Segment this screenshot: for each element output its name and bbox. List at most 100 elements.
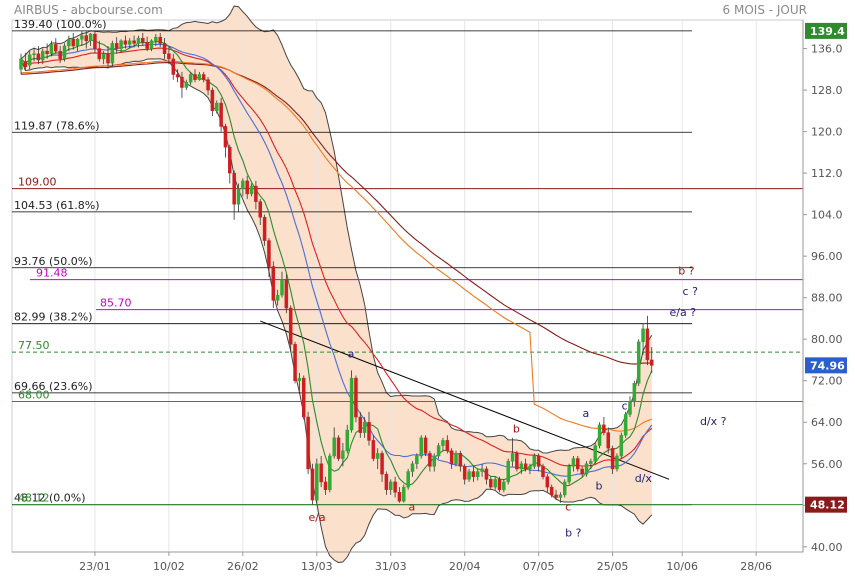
y-tick-label: 56.00 [811,458,843,471]
candle-body [493,479,497,488]
candle-body [132,40,136,44]
candle-body [71,38,75,47]
mm200-line [20,62,652,365]
price-level-label: 48.12 [18,492,50,505]
price-tag [805,496,847,513]
y-tick-label: 112.0 [811,167,843,180]
candle-body [619,434,624,457]
price-tag-label: 74.96 [810,359,845,372]
candle-body [541,466,545,477]
candle-body [523,463,528,470]
chart-title: AIRBUS - abcbourse.com [14,3,163,17]
candle-body [206,79,210,91]
candle-body [423,437,428,454]
candle-body [323,481,328,490]
fibonacci-label: 82.99 (38.2%) [14,311,93,324]
candle-body [615,455,619,470]
candle-body [345,429,349,452]
candle-body [484,468,489,480]
y-tick-label: 72.00 [811,375,843,388]
mm7-line [20,39,653,487]
candle-body [245,180,249,195]
candle-body [380,453,384,475]
x-tick-label: 28/06 [740,560,772,573]
candle-body [628,401,632,415]
candle-body [175,74,180,78]
y-tick-label: 40.00 [811,541,843,554]
x-tick-label: 25/05 [597,560,629,573]
candle-body [636,341,641,384]
candle-body [288,307,293,345]
price-tag-label: 48.12 [810,499,845,512]
fibonacci-label: 104.53 (61.8%) [14,199,100,212]
candle-body [563,481,567,496]
candle-body [610,447,615,470]
candle-body [549,486,554,496]
candle-body [249,185,254,195]
candle-body [258,201,262,218]
candle-body [58,50,62,60]
candle-body [167,53,171,60]
candle-body [232,172,236,205]
x-tick-label: 31/03 [375,560,407,573]
candle-body [445,440,450,452]
bollinger-upper-line [20,5,653,454]
candle-body [149,40,154,49]
candle-body [641,328,645,343]
wave-label: b ? [678,264,694,277]
candle-body [441,440,445,446]
candle-body [332,437,336,457]
candle-body [519,463,523,470]
candle-body [506,460,510,483]
price-level-label: 109.00 [18,176,57,189]
wave-label: a [409,500,416,513]
candle-body [375,453,380,459]
candle-body [354,377,358,418]
candle-body [106,53,110,64]
wave-label: d/x [635,472,653,485]
candle-body [297,377,302,381]
candle-body [284,279,289,309]
candle-body [571,458,576,467]
candle-body [136,37,141,44]
y-tick-label: 104.0 [811,209,843,222]
candle-body [241,180,245,189]
candle-body [49,44,54,54]
candle-body [623,414,628,436]
candle-body [489,479,493,488]
price-tag-label: 139.4 [810,25,845,38]
candle-body [162,43,167,54]
wave-label: c ? [683,285,699,298]
candle-body [119,40,123,49]
candle-body [228,146,232,174]
candle-body [97,48,102,60]
price-level-label: 91.48 [36,267,68,280]
chart-period: 6 MOIS - JOUR [722,3,807,17]
fibonacci-label: 139.40 (100.0%) [14,18,107,31]
candle-body [32,53,36,56]
x-tick-label: 10/02 [153,560,185,573]
candle-body [532,455,537,467]
candle-body [397,492,402,502]
y-tick-label: 128.0 [811,84,843,97]
candle-body [310,468,315,501]
candle-body [188,74,193,83]
candle-body [27,54,32,66]
candle-body [593,445,597,462]
y-tick-label: 120.0 [811,126,843,139]
candle-body [84,35,88,42]
candle-body [589,460,593,465]
wave-label: d/x ? [700,415,727,428]
wave-label: b [596,480,603,493]
candle-body [558,494,563,498]
candle-body [454,453,458,465]
candle-body [236,188,241,205]
candle-body [275,294,280,301]
wave-label: e/a [308,511,325,524]
candle-body [584,463,589,475]
price-tag [805,357,847,374]
wave-label: b ? [565,526,581,539]
candle-body [606,432,610,449]
candle-body [367,421,371,441]
